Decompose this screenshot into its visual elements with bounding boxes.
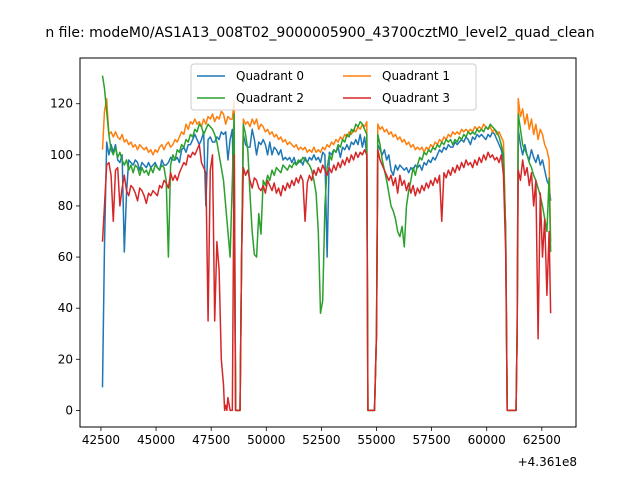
series-line-quadrant-3 <box>101 143 552 412</box>
legend-label: Quadrant 2 <box>236 91 304 105</box>
x-axis-offset-label: +4.361e8 <box>518 455 577 469</box>
x-tick-label: 50000 <box>247 433 285 447</box>
x-tick-label: 62500 <box>523 433 561 447</box>
x-tick-label: 55000 <box>357 433 395 447</box>
legend-label: Quadrant 3 <box>382 91 450 105</box>
y-tick-label: 100 <box>50 148 73 162</box>
legend-label: Quadrant 1 <box>382 69 450 83</box>
y-tick-label: 60 <box>58 250 73 264</box>
chart-title: n file: modeM0/AS1A13_008T02_9000005900_… <box>45 25 594 41</box>
x-tick-label: 60000 <box>468 433 506 447</box>
plot-lines <box>101 75 552 412</box>
legend-label: Quadrant 0 <box>236 69 304 83</box>
y-tick-label: 80 <box>58 199 73 213</box>
y-tick-label: 20 <box>58 352 73 366</box>
series-line-quadrant-1 <box>101 97 552 412</box>
y-tick-label: 40 <box>58 301 73 315</box>
series-line-quadrant-2 <box>101 75 552 412</box>
x-tick-label: 57500 <box>413 433 451 447</box>
x-tick-label: 42500 <box>82 433 120 447</box>
x-axis: 42500 45000 47500 50000 52500 55000 57500 60000… <box>82 427 561 447</box>
x-tick-label: 45000 <box>137 433 175 447</box>
x-tick-label: 52500 <box>302 433 340 447</box>
y-axis: 0 20 40 60 80 100 120 <box>50 97 80 417</box>
y-tick-label: 120 <box>50 97 73 111</box>
legend: Quadrant 0 Quadrant 1 Quadrant 2 Quadrant 3 <box>190 63 477 111</box>
y-tick-label: 0 <box>65 403 73 417</box>
x-tick-label: 47500 <box>192 433 230 447</box>
legend-frame <box>190 63 477 111</box>
series-line-quadrant-0 <box>101 128 552 412</box>
plot-frame <box>79 57 577 428</box>
